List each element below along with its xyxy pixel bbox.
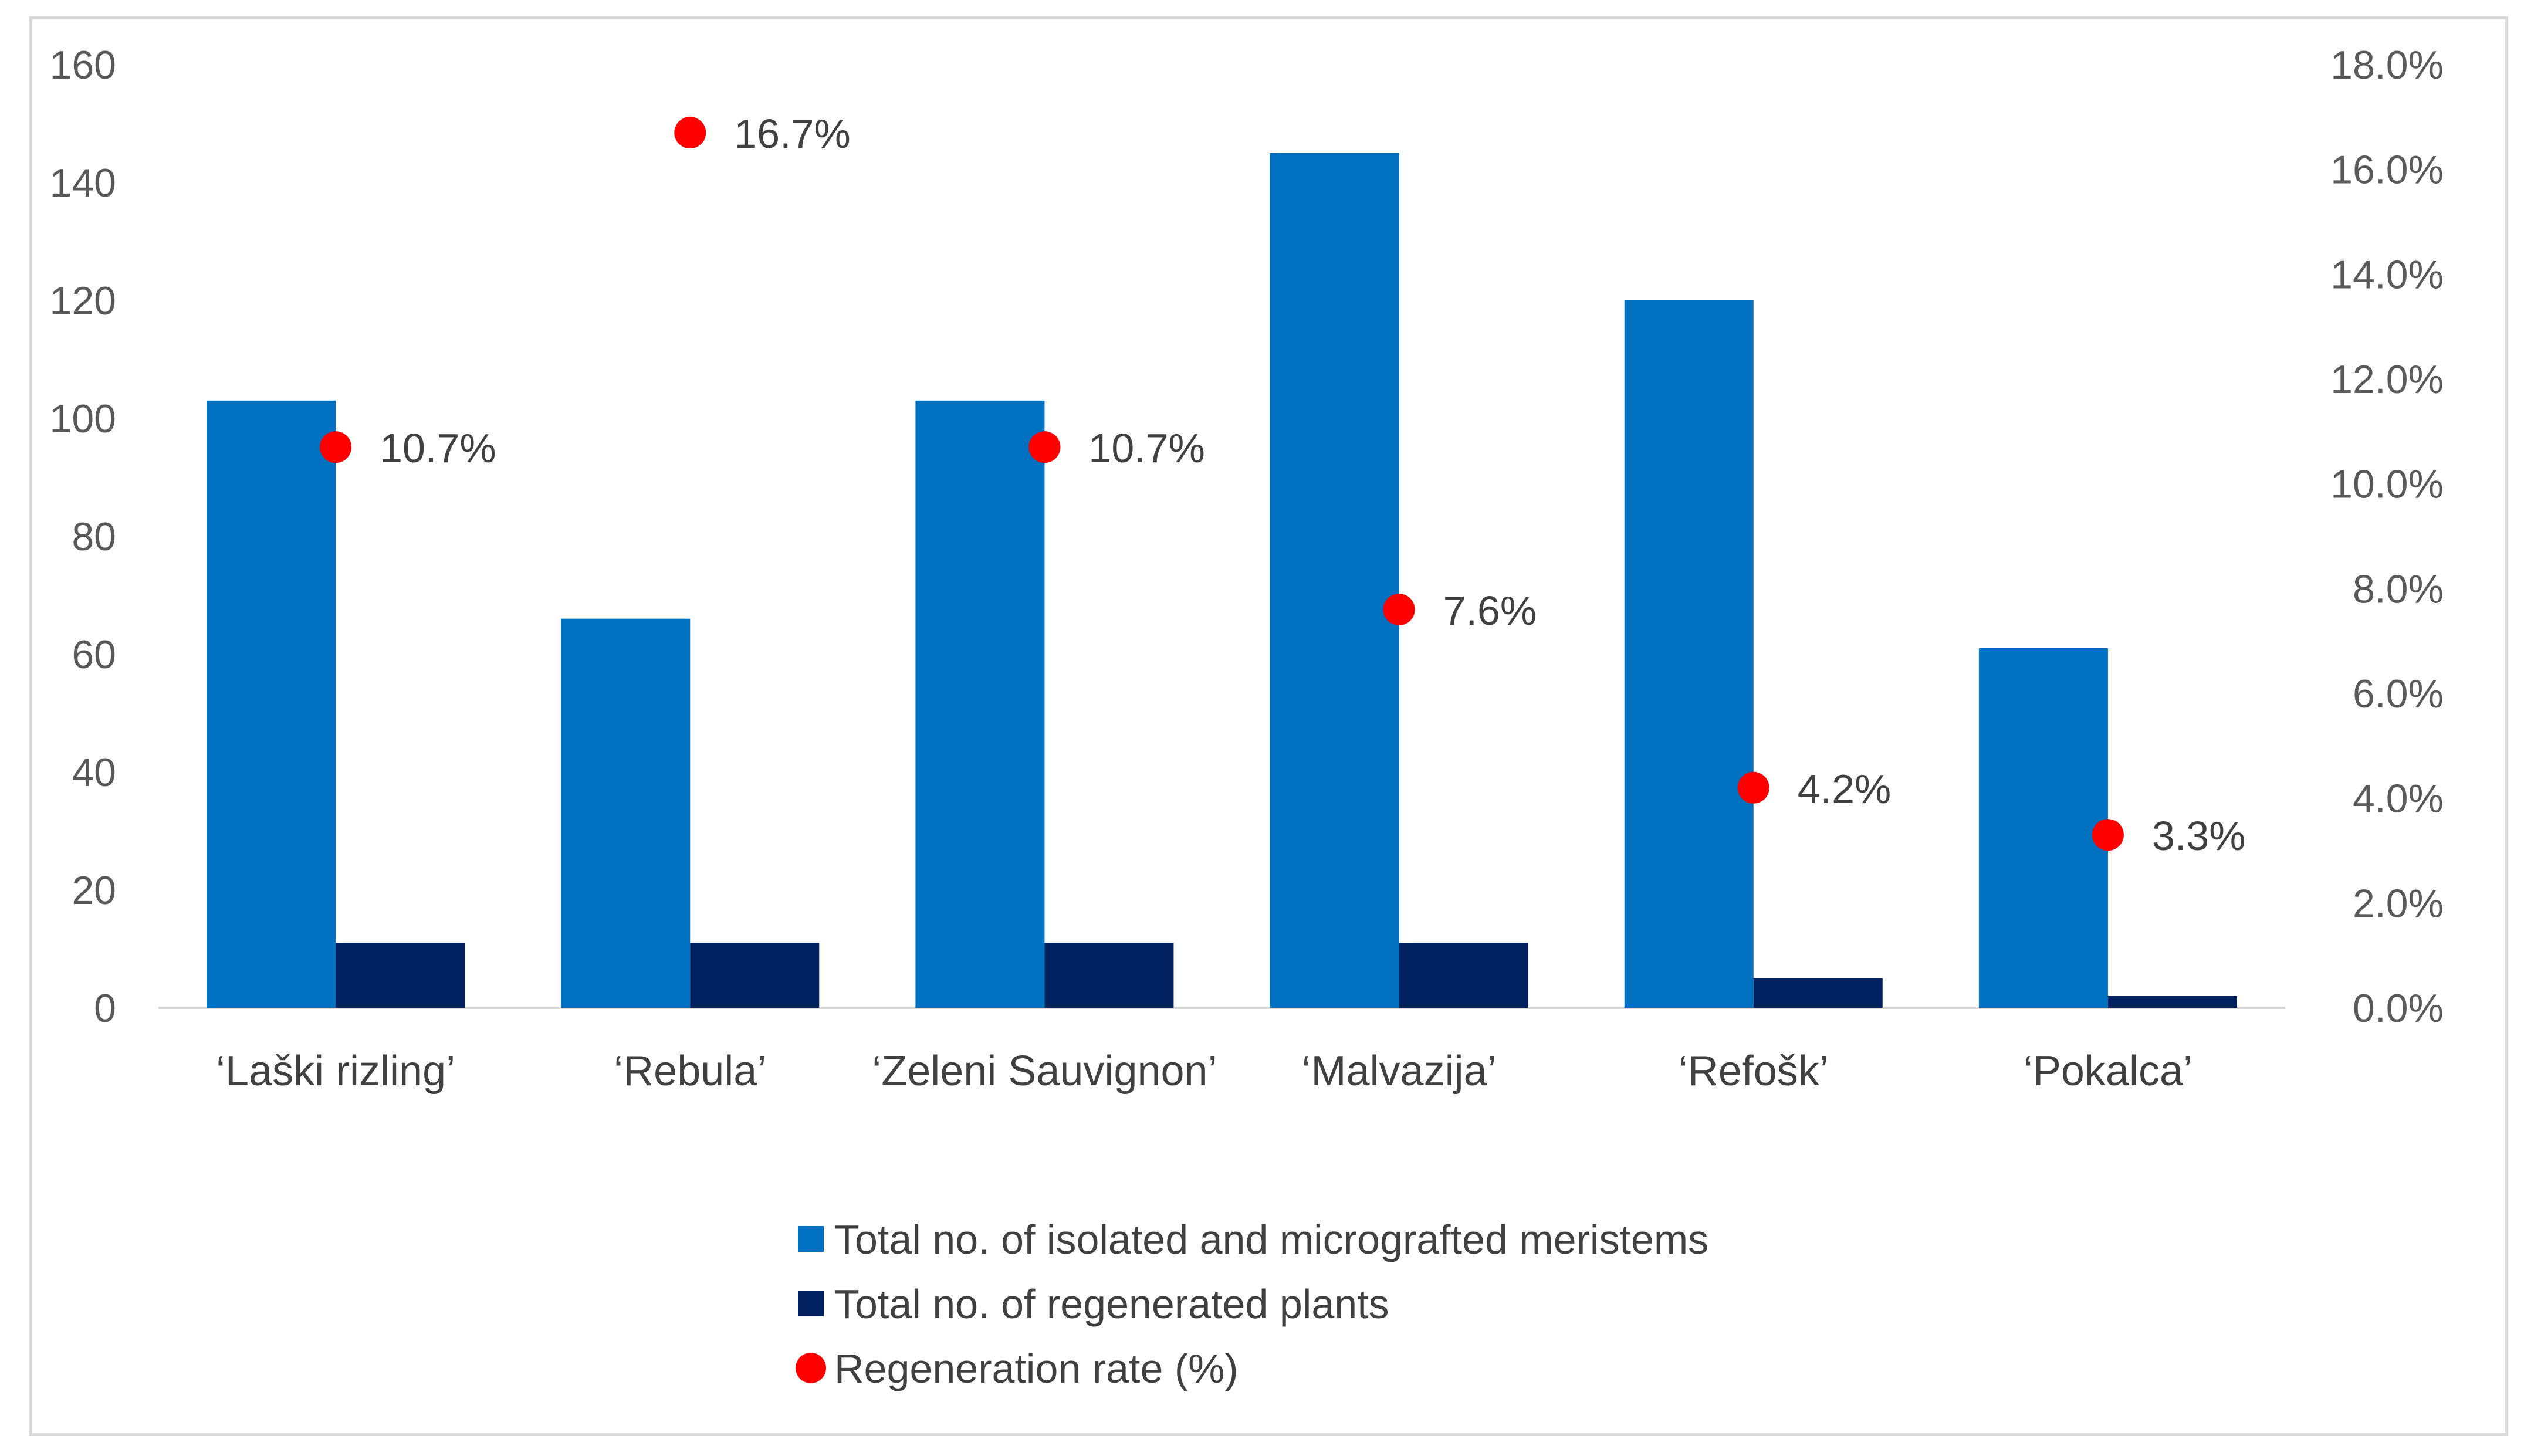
legend-swatch <box>798 1291 824 1316</box>
bar-meristems <box>1624 300 1754 1008</box>
regeneration-rate-label: 3.3% <box>2152 813 2246 859</box>
y-right-tick-label: 4.0% <box>2353 777 2444 821</box>
x-category-label: ‘Rebula’ <box>614 1048 766 1095</box>
x-category-label: ‘Malvazija’ <box>1302 1048 1497 1095</box>
x-category-label: ‘Zeleni Sauvignon’ <box>872 1048 1217 1095</box>
x-category-label: ‘Refošk’ <box>1679 1048 1829 1095</box>
x-category-label: ‘Laški rizling’ <box>216 1048 455 1095</box>
legend-swatch <box>796 1353 826 1383</box>
y-right-tick-label: 2.0% <box>2353 881 2444 926</box>
y-right-tick-label: 16.0% <box>2330 148 2444 192</box>
regeneration-rate-label: 10.7% <box>1088 425 1204 471</box>
y-right-tick-label: 12.0% <box>2330 357 2444 402</box>
regeneration-rate-point <box>674 117 706 149</box>
y-left-tick-label: 160 <box>50 43 116 87</box>
regeneration-rate-point <box>1028 431 1061 463</box>
bar-regenerated <box>2107 996 2237 1008</box>
regeneration-rate-point <box>320 431 352 463</box>
bar-regenerated <box>336 943 465 1008</box>
y-right-tick-label: 10.0% <box>2330 462 2444 507</box>
bar-regenerated <box>1399 943 1528 1008</box>
y-left-tick-label: 120 <box>50 279 116 323</box>
y-right-tick-label: 8.0% <box>2353 567 2444 611</box>
y-left-tick-label: 40 <box>72 750 116 795</box>
bar-meristems <box>1270 153 1399 1008</box>
y-right-tick-label: 6.0% <box>2353 672 2444 716</box>
y-left-tick-label: 100 <box>50 397 116 441</box>
y-right-tick-label: 18.0% <box>2330 43 2444 87</box>
regeneration-rate-label: 10.7% <box>380 425 496 471</box>
legend-label: Regeneration rate (%) <box>834 1346 1239 1391</box>
y-left-tick-label: 0 <box>94 986 116 1031</box>
regeneration-rate-label: 16.7% <box>734 111 850 157</box>
regeneration-rate-point <box>1383 594 1415 626</box>
regeneration-rate-label: 4.2% <box>1798 766 1892 812</box>
regeneration-rate-label: 7.6% <box>1443 588 1537 634</box>
legend-label: Total no. of isolated and micrografted m… <box>834 1217 1708 1262</box>
bar-regenerated <box>1044 943 1174 1008</box>
bar-meristems <box>1978 648 2108 1008</box>
y-left-tick-label: 140 <box>50 161 116 205</box>
regeneration-rate-point <box>1737 771 1769 804</box>
regeneration-rate-point <box>2092 819 2124 851</box>
y-right-tick-label: 14.0% <box>2330 252 2444 297</box>
bar-regenerated <box>1753 978 1883 1008</box>
x-category-label: ‘Pokalca’ <box>2024 1048 2192 1095</box>
y-left-tick-label: 20 <box>72 868 116 913</box>
bar-meristems <box>915 400 1045 1008</box>
legend-label: Total no. of regenerated plants <box>834 1281 1389 1327</box>
bar-meristems <box>561 618 691 1008</box>
y-right-tick-label: 0.0% <box>2353 986 2444 1031</box>
y-left-tick-label: 80 <box>72 514 116 559</box>
legend-swatch <box>798 1226 824 1252</box>
bar-regenerated <box>690 943 820 1008</box>
bar-meristems <box>207 400 336 1008</box>
y-left-tick-label: 60 <box>72 632 116 677</box>
